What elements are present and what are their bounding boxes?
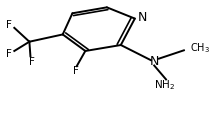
Text: N: N: [150, 55, 159, 68]
Text: N: N: [138, 11, 147, 24]
Text: F: F: [73, 66, 78, 76]
Text: F: F: [6, 20, 12, 30]
Text: F: F: [29, 57, 34, 67]
Text: NH$_2$: NH$_2$: [154, 78, 175, 92]
Text: F: F: [6, 49, 12, 59]
Text: CH$_3$: CH$_3$: [190, 41, 210, 55]
